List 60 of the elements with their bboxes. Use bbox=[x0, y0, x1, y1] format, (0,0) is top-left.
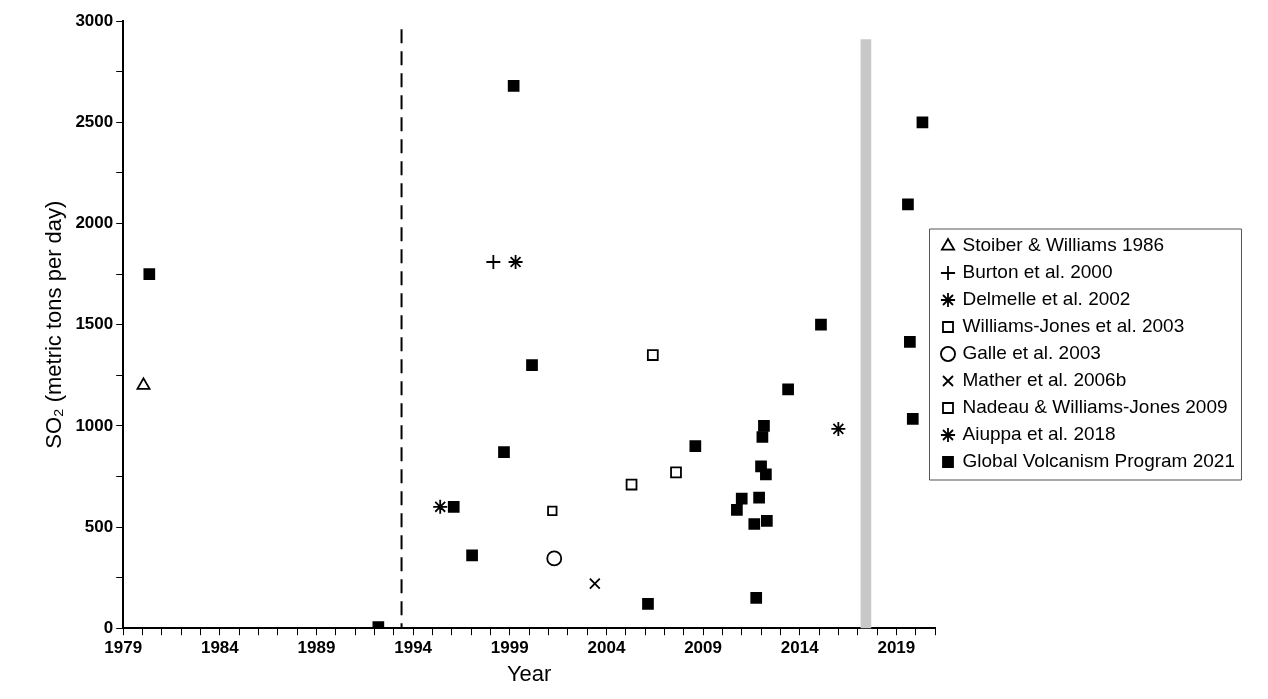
point bbox=[143, 268, 156, 280]
y-tick-label: 1000 bbox=[75, 415, 114, 435]
point bbox=[507, 80, 520, 92]
x-tick-label: 2004 bbox=[587, 638, 626, 658]
point bbox=[902, 198, 914, 211]
point bbox=[642, 598, 654, 610]
x-tick-label: 2009 bbox=[684, 638, 722, 658]
legend-label: Mather et al. 2006b bbox=[962, 369, 1127, 391]
point bbox=[625, 478, 638, 491]
x-axis-title: Year bbox=[506, 660, 552, 686]
point bbox=[498, 446, 510, 459]
point bbox=[750, 592, 763, 604]
point bbox=[588, 577, 601, 590]
x-tick-label: 1979 bbox=[104, 638, 143, 658]
point bbox=[756, 431, 769, 443]
legend-label: Aiuppa et al. 2018 bbox=[962, 423, 1116, 445]
point bbox=[689, 440, 702, 452]
point bbox=[432, 498, 449, 515]
y-axis-title: SO₂ (metric tons per day) bbox=[41, 200, 67, 449]
point bbox=[758, 420, 770, 432]
legend-label: Burton et al. 2000 bbox=[962, 261, 1113, 283]
point bbox=[753, 491, 765, 504]
y-tick-label: 500 bbox=[84, 516, 114, 536]
x-tick-label: 1989 bbox=[297, 638, 336, 658]
point bbox=[526, 359, 538, 372]
y-tick-label: 0 bbox=[103, 617, 114, 637]
point bbox=[782, 383, 794, 396]
x-tick-label: 2014 bbox=[780, 638, 820, 658]
point bbox=[731, 503, 743, 516]
y-tick-label: 3000 bbox=[75, 10, 114, 30]
point bbox=[906, 412, 919, 425]
point bbox=[646, 349, 659, 361]
x-tick-label: 1999 bbox=[490, 638, 529, 658]
x-tick-label: 2019 bbox=[877, 638, 916, 658]
legend-label: Stoiber & Williams 1986 bbox=[962, 234, 1165, 256]
point bbox=[815, 318, 827, 331]
point bbox=[916, 116, 929, 129]
point bbox=[447, 500, 460, 513]
legend-label: Galle et al. 2003 bbox=[962, 342, 1101, 364]
point bbox=[546, 550, 563, 567]
point bbox=[547, 505, 558, 516]
point bbox=[760, 468, 772, 481]
point bbox=[670, 466, 682, 479]
y-tick-label: 1500 bbox=[75, 314, 114, 334]
point bbox=[904, 336, 916, 348]
point bbox=[466, 549, 478, 562]
point bbox=[761, 515, 773, 527]
legend-label: Global Volcanism Program 2021 bbox=[962, 450, 1235, 472]
point bbox=[507, 254, 524, 270]
point bbox=[735, 492, 748, 505]
legend-label: Nadeau & Williams-Jones 2009 bbox=[962, 396, 1228, 418]
x-tick-label: 1994 bbox=[394, 638, 433, 658]
point bbox=[830, 421, 847, 437]
point bbox=[748, 518, 761, 530]
y-tick-label: 2000 bbox=[75, 213, 114, 233]
legend-label: Delmelle et al. 2002 bbox=[962, 288, 1131, 310]
point bbox=[136, 377, 151, 390]
y-tick-label: 2500 bbox=[75, 112, 114, 132]
x-tick-label: 1984 bbox=[200, 638, 240, 658]
legend-label: Williams-Jones et al. 2003 bbox=[962, 315, 1185, 337]
